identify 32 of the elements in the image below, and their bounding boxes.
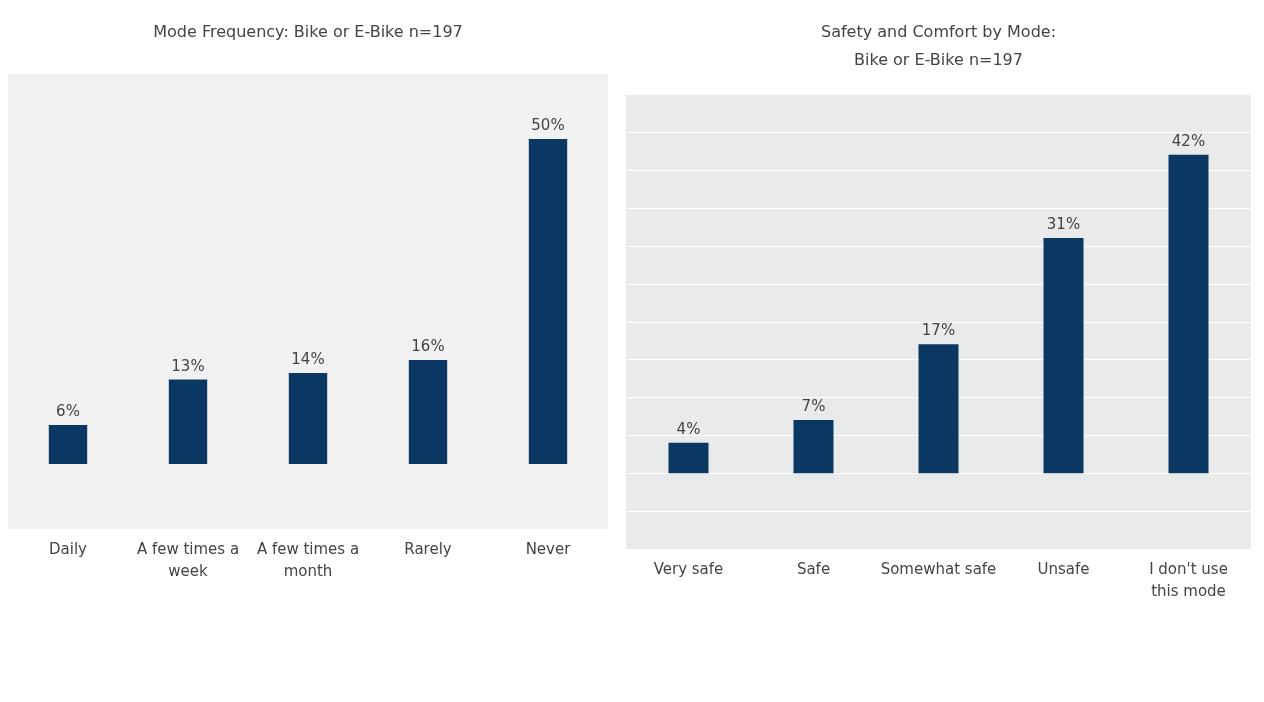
x-tick-label: Unsafe xyxy=(1037,559,1090,578)
bar xyxy=(1043,238,1084,474)
bar xyxy=(528,139,568,464)
data-label: 50% xyxy=(531,116,565,134)
data-label: 31% xyxy=(1046,215,1081,234)
data-label: 14% xyxy=(291,350,325,368)
bar xyxy=(1168,154,1209,474)
data-label: 7% xyxy=(801,397,826,416)
bar xyxy=(408,360,448,464)
data-label: 17% xyxy=(921,321,956,340)
data-label: 13% xyxy=(171,356,205,375)
x-tick-label: Daily xyxy=(49,539,88,558)
x-tick-label: Safe xyxy=(796,559,831,578)
data-label: 42% xyxy=(1171,131,1206,150)
x-tick-label: A few times a month xyxy=(256,539,360,580)
bar xyxy=(918,344,959,474)
data-label: 16% xyxy=(411,337,445,355)
x-tick-label: I don't use this mode xyxy=(1149,559,1228,600)
bar xyxy=(168,379,208,464)
bar xyxy=(668,442,709,474)
x-tick-label: Never xyxy=(525,539,572,558)
data-label: 6% xyxy=(56,402,80,420)
x-tick-label: Very safe xyxy=(653,559,724,578)
data-label: 4% xyxy=(676,419,701,438)
bar xyxy=(48,425,88,464)
x-tick-label: A few times a week xyxy=(136,539,240,580)
chart-title: Safety and Comfort by Mode: Bike or E-Bike n=197 xyxy=(820,22,1057,69)
x-tick-label: Somewhat safe xyxy=(880,559,997,578)
chart-title: Mode Frequency: Bike or E-Bike n=197 xyxy=(153,22,463,41)
bar xyxy=(288,373,328,464)
bar xyxy=(793,420,834,474)
x-tick-label: Rarely xyxy=(404,539,452,558)
